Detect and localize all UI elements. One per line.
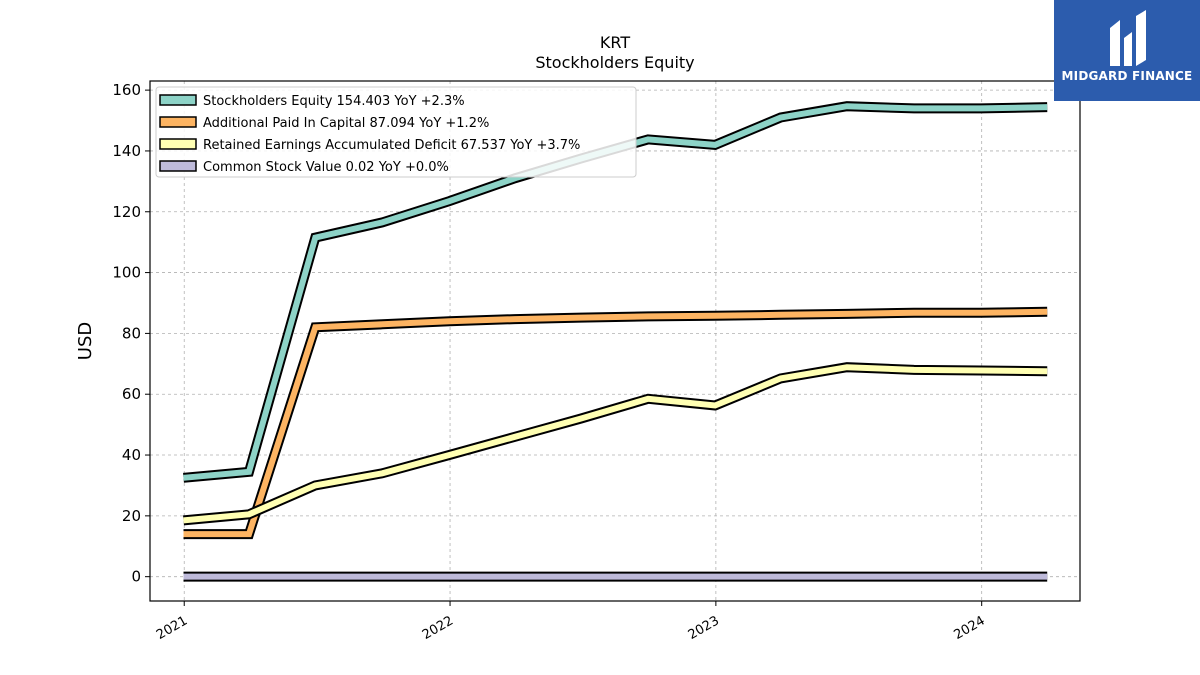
legend-swatch <box>159 116 197 128</box>
y-tick-label: 20 <box>122 507 141 525</box>
plot-frame <box>149 80 1081 602</box>
legend-label: Common Stock Value 0.02 YoY +0.0% <box>203 160 449 175</box>
logo-mark-icon <box>1110 10 1146 66</box>
x-tick-label: 2023 <box>686 613 722 643</box>
legend-box <box>155 86 637 178</box>
legend-swatch <box>159 94 197 106</box>
legend-label: Stockholders Equity 154.403 YoY +2.3% <box>203 94 465 109</box>
series-lines <box>183 101 1048 582</box>
y-axis: 0 20 40 60 80 100 120 140 160 <box>112 81 150 586</box>
x-tick-label: 2021 <box>154 613 190 643</box>
legend-label: Retained Earnings Accumulated Deficit 67… <box>203 138 580 153</box>
legend-swatch <box>159 138 197 150</box>
y-tick-label: 120 <box>112 203 141 221</box>
legend-swatch <box>159 160 197 172</box>
logo-text: MIDGARD FINANCE <box>1061 69 1193 83</box>
chart-subtitle: Stockholders Equity <box>535 53 694 72</box>
legend: Stockholders Equity 154.403 YoY +2.3% Add… <box>155 86 637 178</box>
y-tick-label: 80 <box>122 324 141 342</box>
y-axis-label: USD <box>75 322 96 360</box>
y-tick-label: 100 <box>112 264 141 282</box>
x-tick-label: 2022 <box>420 613 456 643</box>
chart-title: KRT <box>600 33 630 52</box>
series-line-1 <box>183 308 1048 538</box>
x-tick-label: 2024 <box>952 613 988 643</box>
y-tick-label: 0 <box>131 568 141 586</box>
series-line-outline-1 <box>183 306 1048 540</box>
x-axis: 2021 2022 2023 2024 <box>154 601 988 643</box>
y-tick-label: 140 <box>112 142 141 160</box>
y-tick-label: 160 <box>112 81 141 99</box>
midgard-finance-logo: MIDGARD FINANCE <box>1054 0 1200 101</box>
y-tick-label: 40 <box>122 446 141 464</box>
series-line-outline-2 <box>183 362 1048 526</box>
y-tick-label: 60 <box>122 385 141 403</box>
series-line-2 <box>183 364 1048 524</box>
legend-label: Additional Paid In Capital 87.094 YoY +1… <box>203 116 489 131</box>
